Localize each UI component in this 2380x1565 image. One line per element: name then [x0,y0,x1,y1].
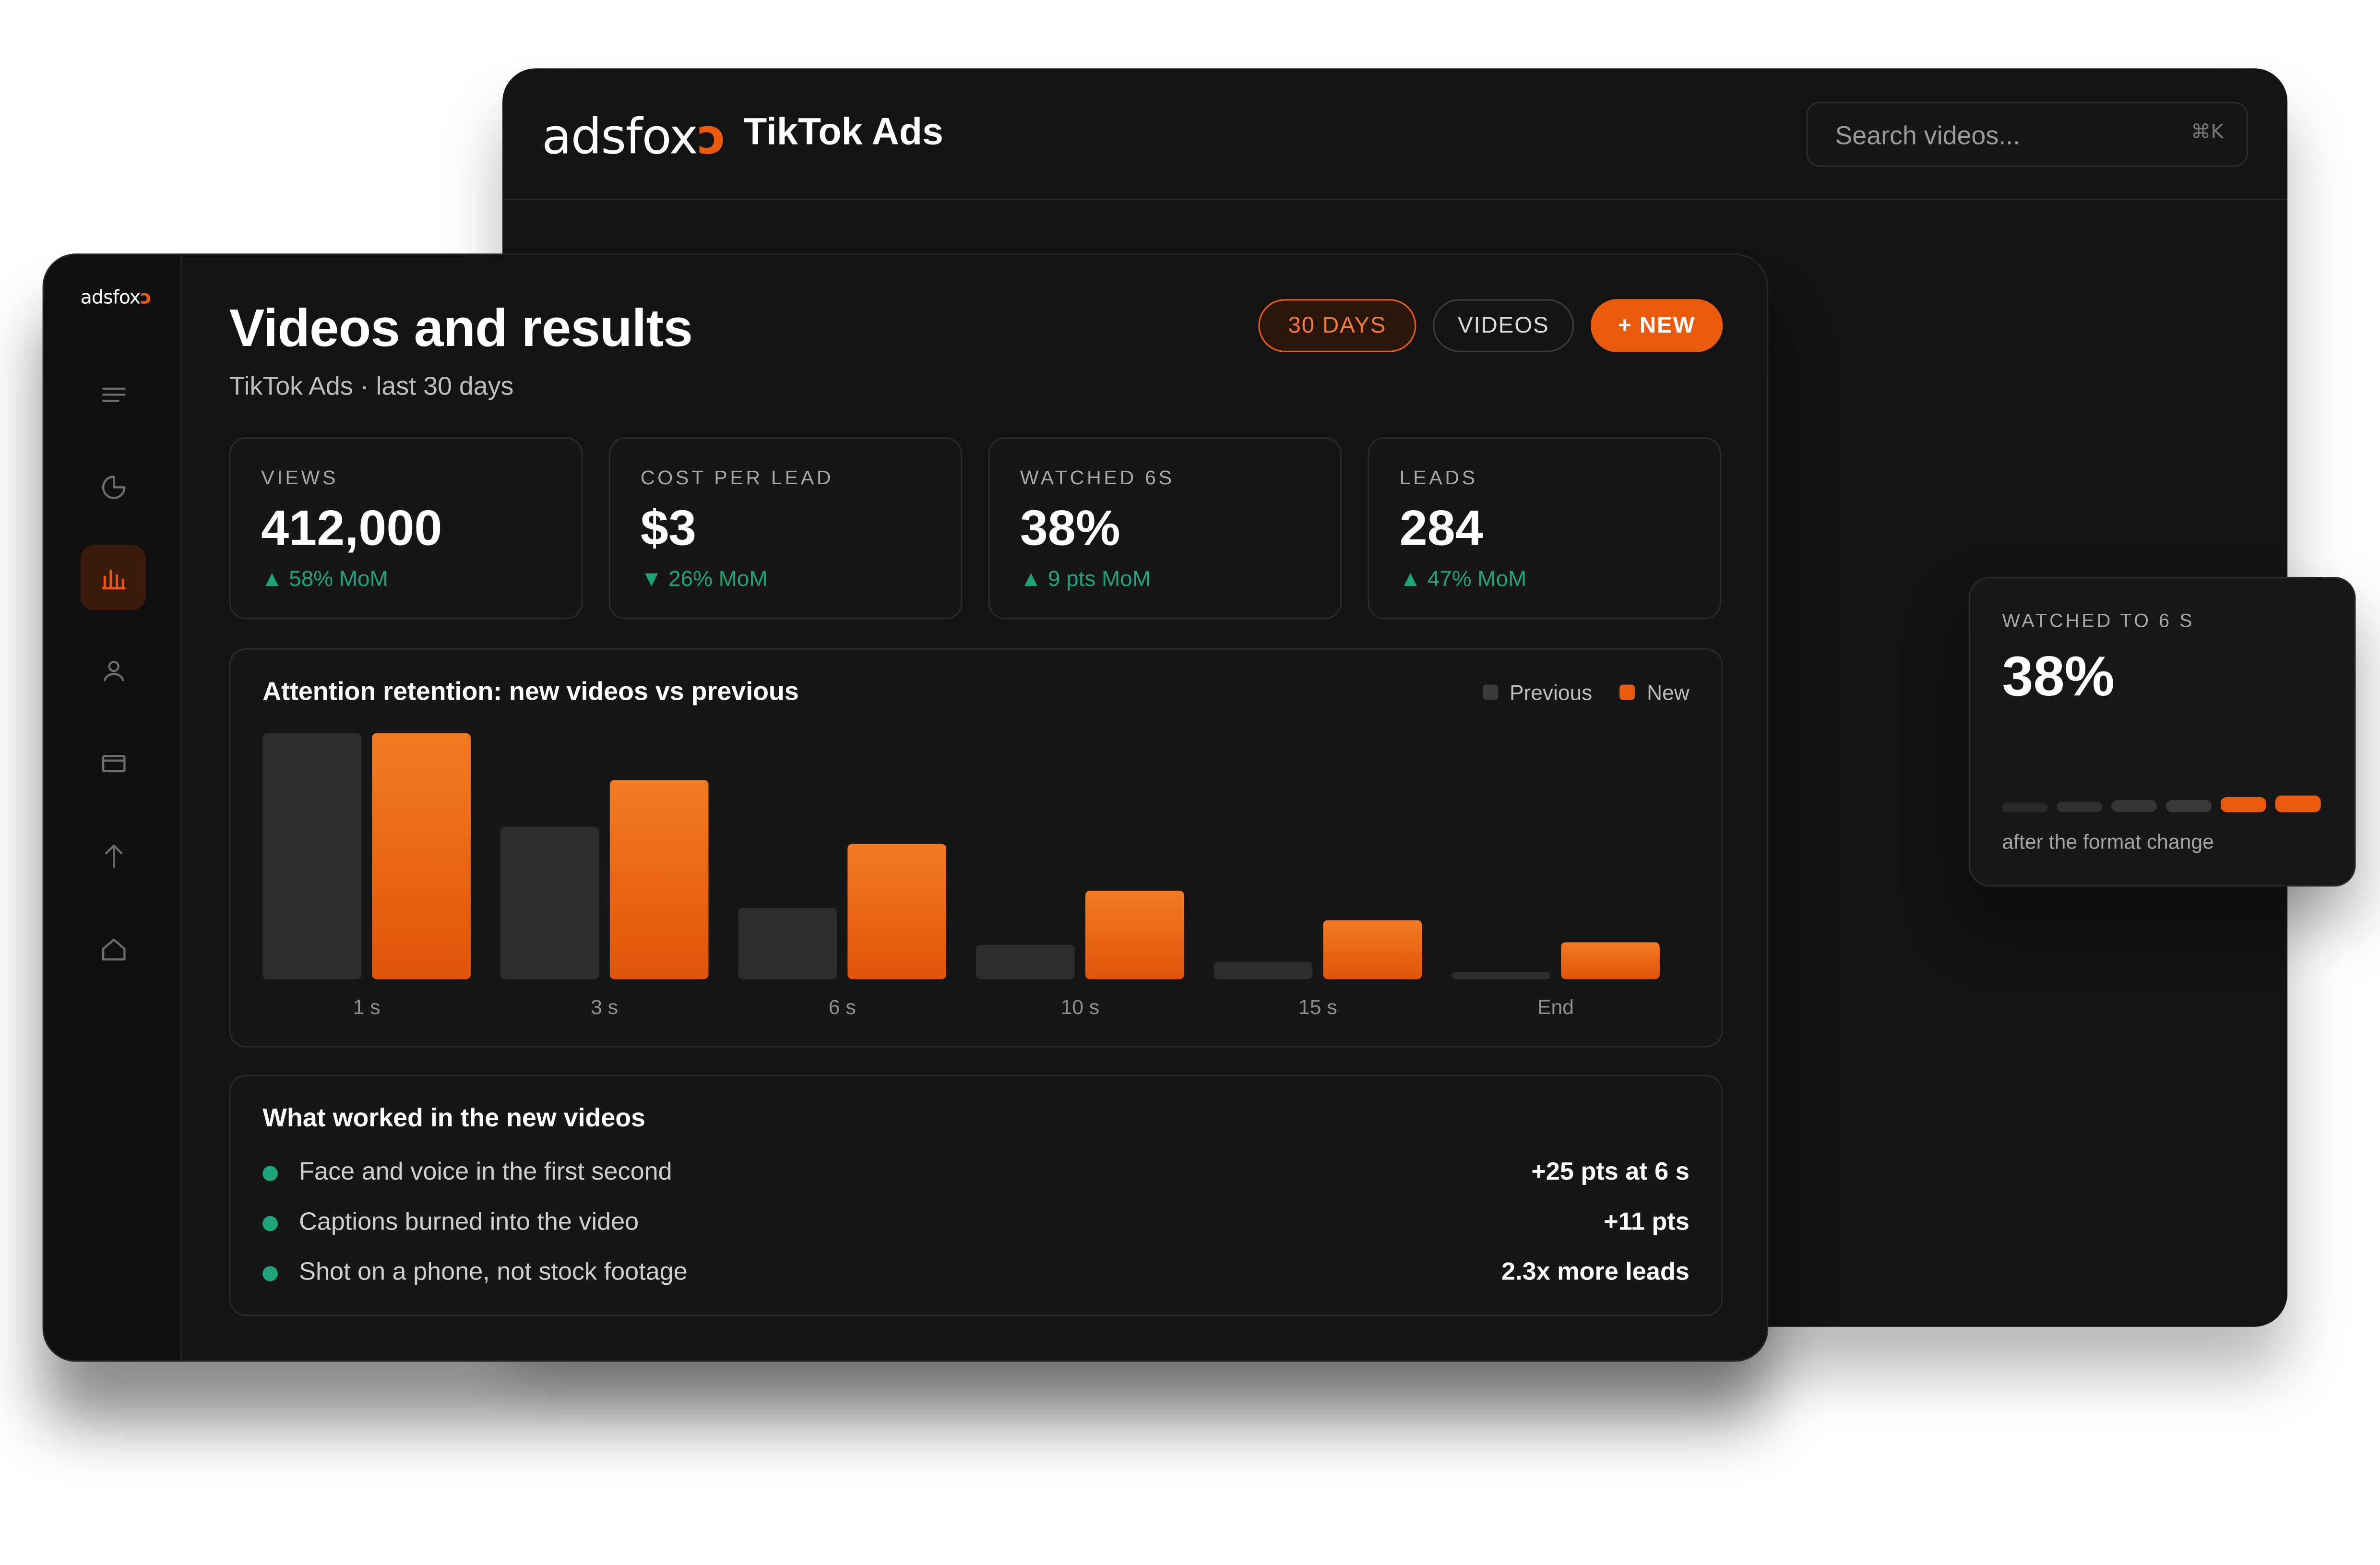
x-tick-label: 10 s [1060,996,1099,1019]
tip-text: Face and voice in the first second [299,1158,672,1186]
kpi-value: 284 [1399,499,1483,556]
bullet-dot-icon [262,1266,278,1281]
kpi-delta: ▼ 26% MoM [640,568,768,592]
new-button[interactable]: + NEW [1591,299,1723,352]
step-bar [2275,795,2321,812]
page-subtitle: TikTok Ads · last 30 days [229,372,514,401]
legend-new: New [1619,680,1690,705]
search-input[interactable] [1832,103,2172,169]
sidebar-item-home[interactable] [81,915,146,980]
menu-icon [101,387,125,401]
kpi-leads: LEADS 284 ▲ 47% MoM [1368,437,1722,620]
window-title: TikTok Ads [744,110,944,154]
legend-label: New [1647,680,1690,705]
bullet-dot-icon [262,1166,278,1182]
user-icon [103,660,123,681]
tips-title: What worked in the new videos [262,1103,646,1133]
card-value: 38% [2002,645,2115,708]
tip-text: Shot on a phone, not stock footage [299,1258,688,1286]
sidebar-item-billing[interactable] [81,730,146,796]
card-note: after the format change [2002,830,2214,853]
step-bar [2002,803,2048,812]
bar-new-2 [847,844,947,980]
legend-swatch-new [1619,684,1635,700]
step-bar [2111,800,2157,812]
watched-6s-card: WATCHED TO 6 S 38% after the format chan… [1968,577,2356,887]
list-item: Face and voice in the first second +25 p… [262,1155,1690,1192]
kpi-watched-6s: WATCHED 6S 38% ▲ 9 pts MoM [988,437,1342,620]
step-bar [2057,801,2103,812]
kpi-label: WATCHED 6S [1020,466,1175,489]
kpi-value: $3 [640,499,697,556]
bar-previous-2 [738,908,837,980]
chart-title: Attention retention: new videos vs previ… [262,677,799,706]
sidebar-item-upload[interactable] [81,823,146,888]
shortcut-hint: ⌘K [2191,121,2224,144]
legend-swatch-previous [1482,684,1498,700]
sidebar-item-menu[interactable] [81,361,146,427]
bar-chart-icon [101,569,125,589]
bar-previous-4 [1214,962,1313,980]
bar-previous-3 [976,944,1075,980]
list-item: Shot on a phone, not stock footage 2.3x … [262,1255,1690,1292]
kpi-views: VIEWS 412,000 ▲ 58% MoM [229,437,583,620]
kpi-label: COST PER LEAD [640,466,834,489]
tip-result: 2.3x more leads [1501,1258,1690,1286]
bar-previous-0 [262,733,361,980]
kpi-value: 38% [1020,499,1120,556]
bar-new-3 [1085,890,1184,980]
retention-chart-panel: Attention retention: new videos vs previ… [229,648,1723,1048]
tip-result: +11 pts [1604,1208,1690,1236]
bar-new-1 [609,780,709,980]
list-item: Captions burned into the video +11 pts [262,1206,1690,1242]
sidebar-logo: adsfoxↄ [80,285,152,309]
card-icon [101,754,125,772]
step-bar [2220,796,2266,812]
back-header: adsfoxↄ TikTok Ads ⌘K [502,68,2288,201]
what-worked-panel: What worked in the new videos Face and v… [229,1075,1723,1316]
x-tick-label: End [1537,996,1574,1019]
page-title: Videos and results [229,299,693,358]
bar-previous-5 [1452,971,1550,980]
search-box[interactable]: ⌘K [1806,101,2248,169]
retention-bar-chart: 1 s 3 s 6 s 10 s 15 s End [262,733,1660,1019]
kpi-value: 412,000 [261,499,442,556]
x-tick-label: 1 s [353,996,381,1019]
tip-text: Captions burned into the video [299,1208,639,1236]
kpi-delta: ▲ 47% MoM [1399,568,1527,592]
sidebar: adsfoxↄ [44,255,182,1361]
bar-new-4 [1323,920,1422,980]
kpi-delta: ▲ 58% MoM [261,568,388,592]
kpi-label: LEADS [1399,466,1478,489]
kpi-cost-per-lead: COST PER LEAD $3 ▼ 26% MoM [608,437,963,620]
kpi-label: VIEWS [261,466,339,489]
videos-button[interactable]: VIDEOS [1433,299,1574,352]
bar-new-0 [372,733,471,980]
sidebar-item-audience[interactable] [81,638,146,703]
x-tick-label: 3 s [591,996,618,1019]
home-icon [101,938,125,960]
main-content: Videos and results TikTok Ads · last 30 … [182,255,1767,1360]
sidebar-item-reports[interactable] [81,454,146,519]
chart-legend: Previous New [1482,680,1690,705]
bar-previous-1 [500,826,599,980]
x-tick-label: 6 s [829,996,856,1019]
card-label: WATCHED TO 6 S [2002,610,2195,632]
legend-previous: Previous [1482,680,1592,705]
period-30-days-button[interactable]: 30 DAYS [1258,299,1416,352]
kpi-delta: ▲ 9 pts MoM [1020,568,1151,592]
brand-logo: adsfoxↄ [542,108,726,166]
step-bar [2166,799,2212,812]
legend-label: Previous [1509,680,1593,705]
x-tick-label: 15 s [1298,996,1337,1019]
upload-arrow-icon [104,844,122,867]
bullet-dot-icon [262,1216,278,1231]
sidebar-item-analytics[interactable] [80,545,146,610]
pie-chart-icon [101,475,125,499]
main-window: adsfoxↄ Videos and re [42,253,1769,1362]
tip-result: +25 pts at 6 s [1531,1158,1690,1186]
bar-new-5 [1561,942,1660,980]
